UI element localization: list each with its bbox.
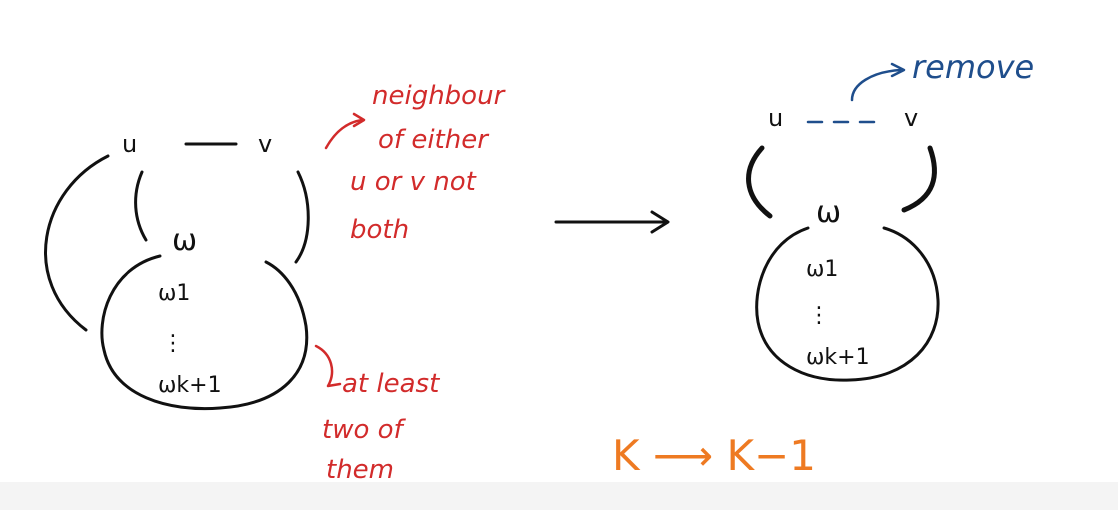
left-cluster-blob	[100, 254, 309, 411]
neighbour-line3: u or v not	[350, 167, 477, 197]
right-node-v: v	[904, 104, 918, 132]
right-arc-u-w	[746, 145, 773, 219]
atleast-arrow	[314, 344, 342, 388]
left-node-u: u	[122, 130, 137, 158]
left-node-v: v	[258, 130, 272, 158]
remove-arrow	[850, 68, 902, 102]
remove-annotation: remove	[850, 48, 1034, 102]
right-node-w: ω	[816, 195, 841, 230]
right-cluster-top: ω1	[806, 257, 838, 282]
left-arc-u-cluster	[44, 154, 110, 332]
atleast-line3: them	[326, 455, 394, 485]
right-cluster-blob	[755, 226, 940, 382]
atleast-line2: two of	[322, 415, 407, 445]
atleast-annotation: at least two of them	[314, 344, 440, 485]
right-cluster-dots: ⋮	[808, 303, 830, 328]
left-cluster-dots: ⋮	[162, 331, 184, 356]
remove-arrowhead	[890, 62, 906, 78]
right-cluster-bottom: ωk+1	[806, 345, 870, 370]
transform-arrow-head	[650, 210, 670, 234]
left-arc-u-w	[134, 170, 148, 242]
atleast-line1: at least	[342, 369, 440, 399]
transform-arrow	[554, 210, 670, 234]
neighbour-line4: both	[350, 215, 409, 245]
neighbour-arrow	[324, 118, 364, 150]
right-arc-v-w	[901, 145, 937, 213]
left-graph: u v ω ω1 ⋮ ωk+1	[44, 130, 310, 411]
left-arc-v-w	[294, 170, 310, 264]
neighbour-annotation: neighbour of either u or v not both	[324, 81, 507, 245]
bottom-bar	[0, 482, 1118, 510]
k-transition-label: K ⟶ K−1	[612, 431, 816, 480]
right-node-u: u	[768, 104, 783, 132]
left-cluster-top: ω1	[158, 281, 190, 306]
neighbour-line2: of either	[378, 125, 490, 155]
remove-label: remove	[912, 48, 1034, 86]
left-node-w: ω	[172, 223, 197, 258]
neighbour-line1: neighbour	[372, 81, 507, 111]
neighbour-arrowhead	[352, 112, 366, 128]
left-cluster-bottom: ωk+1	[158, 373, 222, 398]
right-graph: u v ω ω1 ⋮ ωk+1	[746, 104, 940, 382]
